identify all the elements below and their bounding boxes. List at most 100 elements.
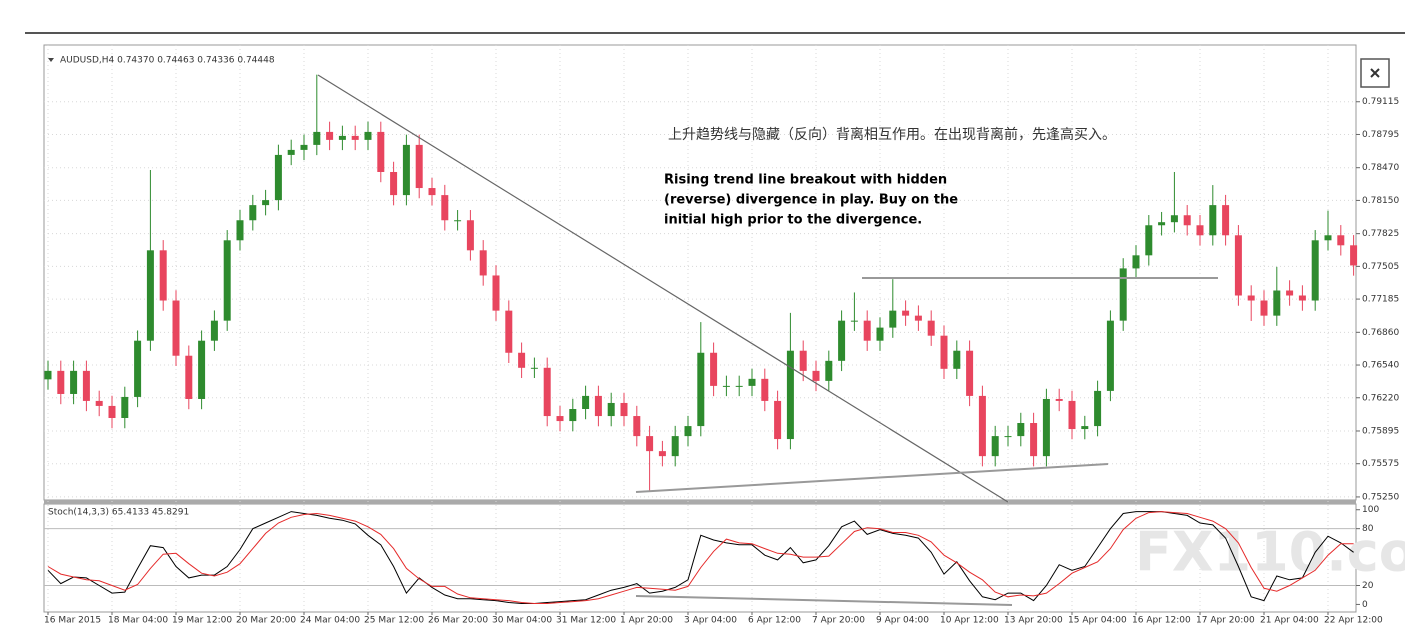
candle-body xyxy=(364,131,372,140)
candle-body xyxy=(441,195,449,221)
candle-body xyxy=(1170,215,1178,223)
candle-body xyxy=(1337,235,1345,246)
candle-body xyxy=(530,367,538,369)
candle-body xyxy=(582,395,590,409)
candle-body xyxy=(1030,423,1038,457)
y-tick-label: 0.75575 xyxy=(1362,459,1399,469)
candle-body xyxy=(620,402,628,417)
candle-body xyxy=(1209,205,1217,236)
candle-body xyxy=(850,320,858,322)
x-tick-label: 1 Apr 20:00 xyxy=(620,616,673,626)
annotation-en: (reverse) divergence in play. Buy on the xyxy=(664,193,958,208)
candle-body xyxy=(492,275,500,311)
candle-body xyxy=(838,320,846,361)
x-tick-label: 13 Apr 20:00 xyxy=(1004,616,1063,626)
stoch-line xyxy=(47,511,1354,604)
candle-body xyxy=(748,378,756,386)
x-tick-label: 22 Apr 12:00 xyxy=(1324,616,1383,626)
x-tick-label: 26 Mar 20:00 xyxy=(428,616,488,626)
candle-body xyxy=(543,367,551,417)
x-tick-label: 16 Mar 2015 xyxy=(44,616,101,626)
candle-body xyxy=(1145,225,1153,256)
candle-body xyxy=(710,352,718,386)
candle-body xyxy=(198,340,206,399)
y-tick-label: 0.76540 xyxy=(1362,361,1399,371)
candle-body xyxy=(1286,290,1294,296)
candle-body xyxy=(953,350,961,369)
y-tick-label: 0.77505 xyxy=(1362,262,1399,272)
watermark: FX110.com xyxy=(1135,521,1405,584)
candle-body xyxy=(1196,225,1204,236)
candle-body xyxy=(172,300,180,356)
candle-body xyxy=(991,436,999,457)
candle-body xyxy=(326,131,334,140)
x-tick-label: 19 Mar 12:00 xyxy=(172,616,232,626)
x-tick-label: 21 Apr 04:00 xyxy=(1260,616,1319,626)
candle-body xyxy=(902,310,910,316)
candle-body xyxy=(454,220,462,222)
panel-separator xyxy=(44,500,1356,504)
candle-body xyxy=(134,340,142,397)
y-tick-label: 0.77185 xyxy=(1362,295,1399,305)
candle-body xyxy=(825,360,833,381)
close-icon[interactable] xyxy=(1370,68,1380,78)
candle-body xyxy=(1222,205,1230,236)
candle-body xyxy=(223,240,231,321)
candle-body xyxy=(313,131,321,145)
x-tick-label: 7 Apr 20:00 xyxy=(812,616,865,626)
candle-body xyxy=(44,370,52,380)
candle-body xyxy=(274,154,282,201)
candle-body xyxy=(1350,245,1358,266)
y-tick-label: 0.78795 xyxy=(1362,130,1399,140)
close-button[interactable] xyxy=(1360,58,1390,88)
candle-body xyxy=(262,200,270,206)
y-tick-label: 100 xyxy=(1362,505,1379,515)
candle-body xyxy=(646,436,654,452)
candle-body xyxy=(1119,268,1127,321)
candle-body xyxy=(479,250,487,276)
x-tick-label: 16 Apr 12:00 xyxy=(1132,616,1191,626)
candle-body xyxy=(1017,423,1025,437)
annotation-en: Rising trend line breakout with hidden xyxy=(664,173,947,188)
x-tick-label: 20 Mar 20:00 xyxy=(236,616,296,626)
candle-body xyxy=(210,320,218,341)
candle-body xyxy=(1081,426,1089,430)
candle-body xyxy=(377,131,385,172)
candle-body xyxy=(402,144,410,196)
candle-body xyxy=(633,416,641,437)
candle-body xyxy=(1234,235,1242,296)
candle-body xyxy=(249,205,257,221)
y-tick-label: 0.75895 xyxy=(1362,426,1399,436)
y-tick-label: 0.77825 xyxy=(1362,229,1399,239)
candle-body xyxy=(146,250,154,341)
candle-body xyxy=(1158,222,1166,226)
candle-body xyxy=(185,355,193,399)
candle-body xyxy=(927,320,935,336)
candle-body xyxy=(863,320,871,341)
y-tick-label: 0 xyxy=(1362,600,1368,610)
marks xyxy=(44,74,1358,604)
candle-body xyxy=(1260,300,1268,316)
candle-body xyxy=(1247,295,1255,301)
x-tick-label: 24 Mar 04:00 xyxy=(300,616,360,626)
candle-body xyxy=(761,378,769,401)
y-tick-label: 20 xyxy=(1362,581,1374,591)
x-tick-label: 3 Apr 04:00 xyxy=(684,616,737,626)
candle-body xyxy=(300,144,308,150)
candle-body xyxy=(671,436,679,457)
candle-body xyxy=(594,395,602,417)
y-tick-label: 0.78150 xyxy=(1362,196,1399,206)
annotation-en: initial high prior to the divergence. xyxy=(664,213,922,228)
candle-body xyxy=(569,409,577,422)
stoch-divergence-line xyxy=(635,595,1013,606)
candle-body xyxy=(914,315,922,321)
candle-body xyxy=(95,400,103,406)
candle-body xyxy=(786,350,794,440)
candle-body xyxy=(108,405,116,418)
menu-arrow[interactable] xyxy=(48,58,54,62)
y-tick-label: 0.78470 xyxy=(1362,163,1399,173)
candle-body xyxy=(1311,240,1319,301)
candle-body xyxy=(428,188,436,196)
x-tick-label: 10 Apr 12:00 xyxy=(940,616,999,626)
